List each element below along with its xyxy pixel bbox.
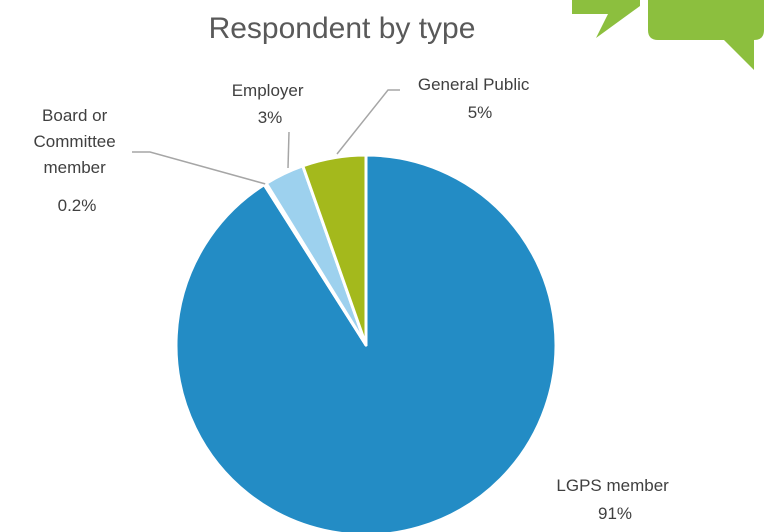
speech-bubble-icon <box>572 0 764 70</box>
chart-title: Respondent by type <box>209 12 476 45</box>
leader-line-general-public <box>336 89 400 155</box>
pie-slices <box>174 153 558 532</box>
slice-general-public <box>301 153 368 347</box>
speech-bubble-large <box>648 0 764 70</box>
slice-label-lgps-member: LGPS member 91% <box>556 476 673 523</box>
slice-label-general-public: General Public 5% <box>418 75 534 122</box>
slice-label-employer: Employer 3% <box>232 81 309 127</box>
slice-label-board: Board or Committee member 0.2% <box>34 106 121 215</box>
slice-value-board: 0.2% <box>58 196 97 215</box>
slice-value-lgps-member: 91% <box>598 504 632 523</box>
leader-line-board <box>132 151 266 185</box>
slice-value-employer: 3% <box>258 108 283 127</box>
slice-value-general-public: 5% <box>468 103 493 122</box>
leader-lines <box>132 89 400 185</box>
speech-bubble-small <box>572 0 640 38</box>
leader-line-employer <box>287 131 290 169</box>
